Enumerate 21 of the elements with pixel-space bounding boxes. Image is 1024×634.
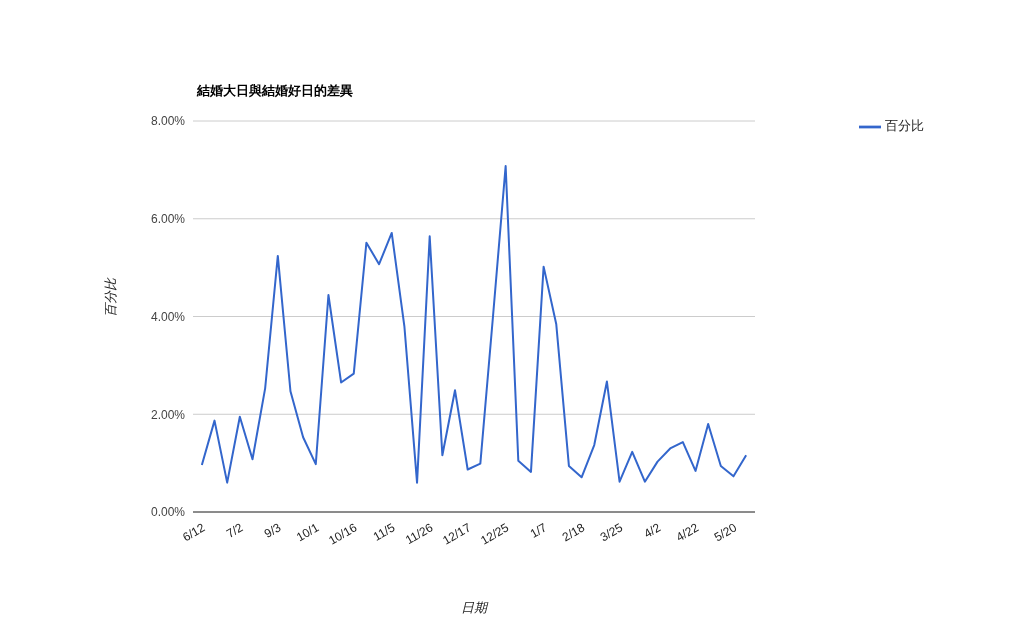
x-tick-label: 1/7 <box>527 520 550 541</box>
line-series <box>200 164 748 484</box>
x-tick-label: 4/22 <box>673 520 702 545</box>
chart-title: 結婚大日與結婚好日的差異 <box>197 82 353 100</box>
y-tick-label: 8.00% <box>150 114 186 129</box>
x-tick-label: 2/18 <box>559 520 588 545</box>
y-tick-label: 2.00% <box>150 407 186 422</box>
y-tick-label: 0.00% <box>150 505 186 520</box>
x-axis-title: 日期 <box>461 600 489 615</box>
x-tick-label: 10/1 <box>294 520 322 545</box>
x-tick-label: 5/20 <box>711 520 740 545</box>
x-tick-label: 7/2 <box>223 520 246 541</box>
x-tick-label: 11/5 <box>370 520 398 544</box>
y-tick-label: 6.00% <box>150 212 186 227</box>
y-axis-title: 百分比 <box>102 276 118 317</box>
x-tick-label: 4/2 <box>641 520 664 541</box>
y-tick-label: 4.00% <box>150 309 186 324</box>
x-tick-label: 3/25 <box>597 520 626 545</box>
legend-label: 百分比 <box>885 118 924 134</box>
x-tick-label: 6/12 <box>180 520 208 545</box>
x-tick-label: 9/3 <box>261 520 284 541</box>
